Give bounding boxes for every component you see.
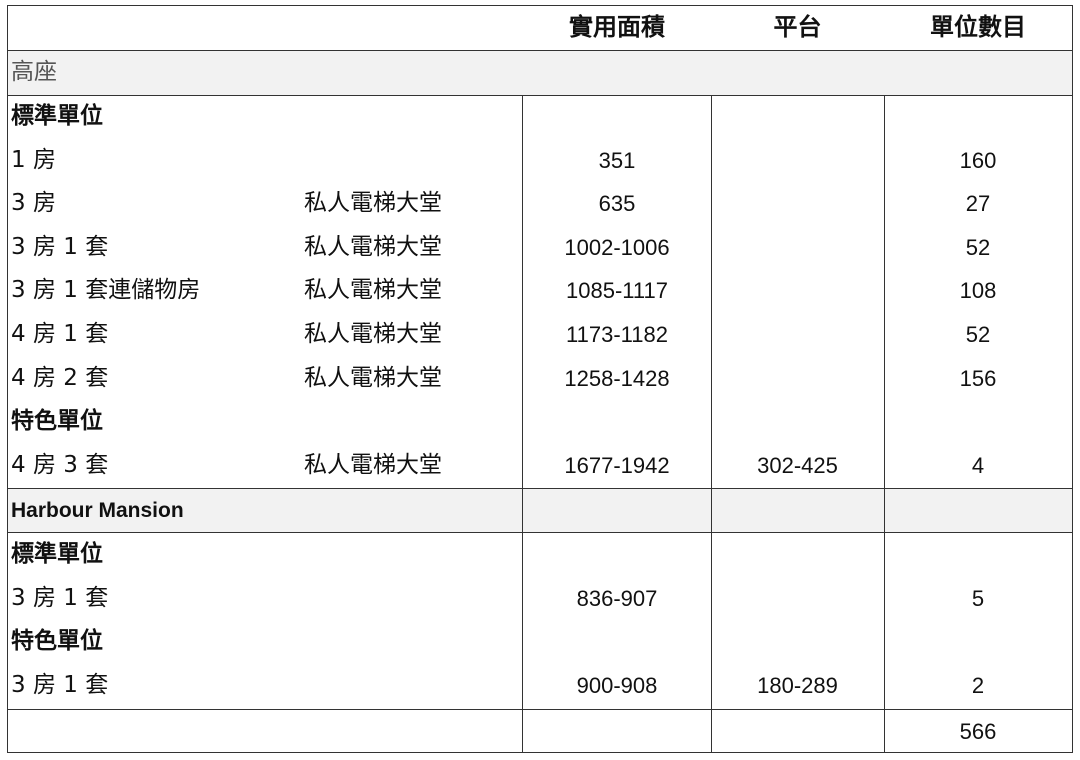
group-title: 標準單位 xyxy=(11,103,103,129)
border xyxy=(7,532,1073,533)
saleable-area: 1002-1006 xyxy=(564,234,670,260)
saleable-area: 1677-1942 xyxy=(564,452,670,478)
section-band xyxy=(8,51,1072,95)
table-row: 4 房 3 套 私人電梯大堂 1677-1942 302-425 4 xyxy=(0,444,1080,487)
border xyxy=(7,95,1073,96)
header-units: 單位數目 xyxy=(930,13,1026,41)
table-header: 實用面積 平台 單位數目 xyxy=(0,6,1080,49)
group-row: 特色單位 xyxy=(0,400,1080,443)
terrace-area xyxy=(711,357,884,400)
terrace-area xyxy=(711,577,884,620)
table-row: 3 房 1 套連儲物房 私人電梯大堂 1085-1117 108 xyxy=(0,269,1080,312)
group-row: 特色單位 xyxy=(0,620,1080,663)
section-title: Harbour Mansion xyxy=(11,499,184,522)
unit-count: 108 xyxy=(959,278,997,304)
border xyxy=(7,752,1073,753)
lift-lobby: 私人電梯大堂 xyxy=(304,364,442,391)
table-row: 3 房 1 套 私人電梯大堂 1002-1006 52 xyxy=(0,226,1080,269)
border xyxy=(7,5,1073,6)
saleable-area: 900-908 xyxy=(576,672,658,698)
terrace-area xyxy=(711,226,884,269)
unit-type: 3 房 1 套 xyxy=(11,671,109,698)
terrace-area xyxy=(711,139,884,182)
terrace-area xyxy=(711,313,884,356)
terrace-area xyxy=(711,269,884,312)
unit-count: 2 xyxy=(971,672,985,698)
header-area: 實用面積 xyxy=(569,13,665,41)
section-title: 高座 xyxy=(11,59,57,85)
table-row: 3 房 私人電梯大堂 635 27 xyxy=(0,182,1080,225)
border xyxy=(7,488,1073,489)
saleable-area: 635 xyxy=(598,191,636,217)
unit-type: 1 房 xyxy=(11,146,56,173)
total-row: 566 xyxy=(0,710,1080,753)
border xyxy=(711,95,712,753)
section-band xyxy=(8,489,1072,532)
saleable-area: 1085-1117 xyxy=(566,278,668,304)
unit-type: 3 房 1 套 xyxy=(11,584,109,611)
unit-type: 4 房 2 套 xyxy=(11,364,109,391)
saleable-area: 1258-1428 xyxy=(564,365,670,391)
group-row: 標準單位 xyxy=(0,533,1080,576)
unit-count: 52 xyxy=(965,234,991,260)
border xyxy=(7,5,8,753)
group-title: 特色單位 xyxy=(11,408,103,435)
lift-lobby: 私人電梯大堂 xyxy=(304,277,442,304)
border xyxy=(522,95,523,753)
table-row: 3 房 1 套 900-908 180-289 2 xyxy=(0,664,1080,707)
unit-count: 160 xyxy=(959,147,997,173)
unit-type: 3 房 1 套 xyxy=(11,233,109,260)
group-row: 標準單位 xyxy=(0,95,1080,138)
lift-lobby: 私人電梯大堂 xyxy=(304,233,442,260)
unit-type: 4 房 3 套 xyxy=(11,451,109,478)
section-row: 高座 xyxy=(0,51,1080,94)
header-terrace: 平台 xyxy=(773,13,822,41)
table-row: 1 房 351 160 xyxy=(0,139,1080,182)
total-units: 566 xyxy=(959,719,997,744)
table-row: 4 房 1 套 私人電梯大堂 1173-1182 52 xyxy=(0,313,1080,356)
terrace-area: 302-425 xyxy=(757,452,838,478)
section-row: Harbour Mansion xyxy=(0,489,1080,532)
table-row: 4 房 2 套 私人電梯大堂 1258-1428 156 xyxy=(0,357,1080,400)
lift-lobby: 私人電梯大堂 xyxy=(304,321,442,347)
unit-type: 4 房 1 套 xyxy=(11,321,109,347)
table-row: 3 房 1 套 836-907 5 xyxy=(0,577,1080,620)
unit-count: 156 xyxy=(959,365,997,391)
terrace-area xyxy=(711,182,884,225)
unit-count: 4 xyxy=(971,452,985,478)
unit-count: 5 xyxy=(971,585,985,611)
terrace-area: 180-289 xyxy=(757,672,838,698)
unit-count: 52 xyxy=(965,322,991,347)
unit-type: 3 房 1 套連儲物房 xyxy=(11,277,201,304)
lift-lobby: 私人電梯大堂 xyxy=(304,190,442,217)
unit-count: 27 xyxy=(965,191,991,217)
saleable-area: 351 xyxy=(598,147,636,173)
border xyxy=(7,709,1073,710)
unit-type: 3 房 xyxy=(11,190,56,217)
saleable-area: 836-907 xyxy=(576,585,658,611)
group-title: 標準單位 xyxy=(11,541,103,567)
saleable-area: 1173-1182 xyxy=(566,322,668,347)
border xyxy=(7,50,1073,51)
border xyxy=(1072,5,1073,753)
group-title: 特色單位 xyxy=(11,628,103,655)
lift-lobby: 私人電梯大堂 xyxy=(304,451,442,478)
border xyxy=(884,95,885,753)
